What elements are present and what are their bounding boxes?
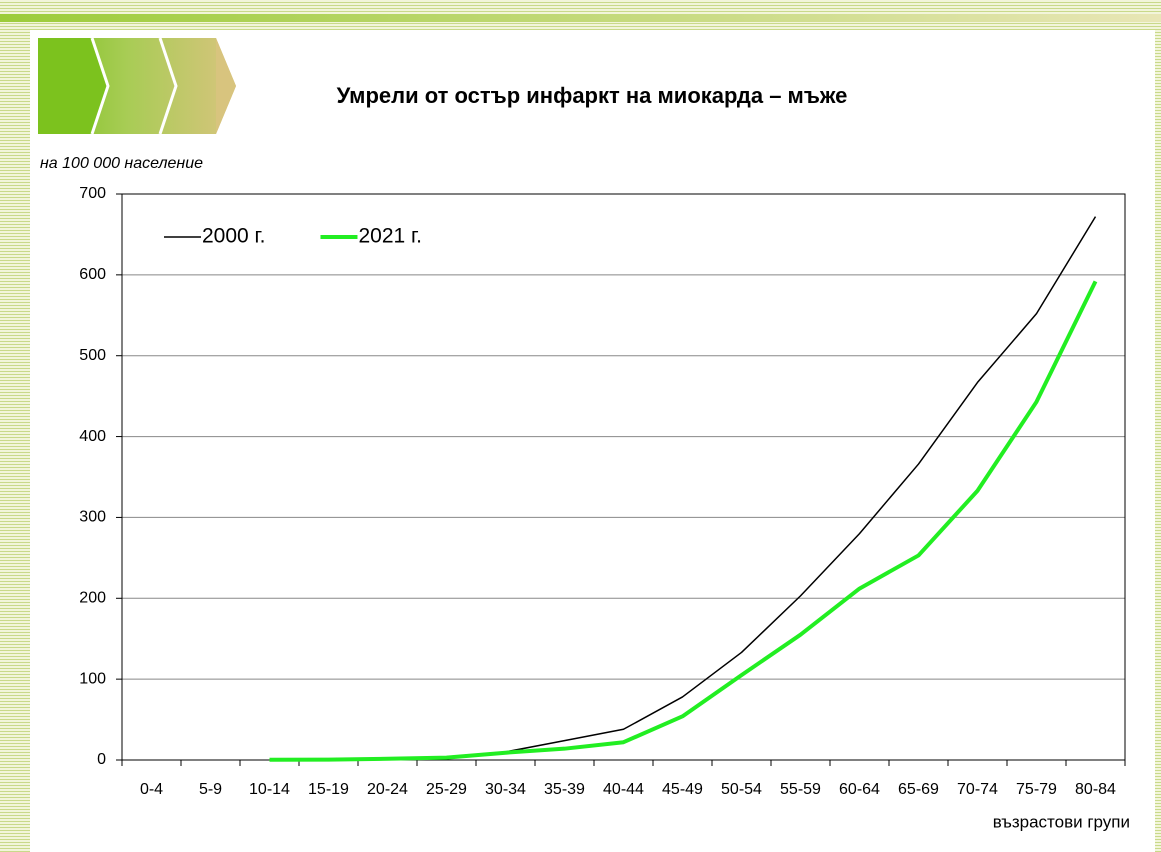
x-axis-label: възрастови групи — [993, 812, 1130, 831]
chart-title: Умрели от остър инфаркт на миокарда – мъ… — [337, 83, 848, 108]
chevron-edge — [158, 37, 178, 135]
x-tick-label: 70-74 — [957, 781, 998, 798]
y-tick-label: 400 — [79, 428, 106, 445]
y-tick-label: 200 — [79, 590, 106, 607]
legend-label: 2000 г. — [202, 225, 265, 248]
chevron-edge — [90, 37, 110, 135]
x-tick-label: 30-34 — [485, 781, 526, 798]
chevron — [38, 38, 108, 134]
x-tick-label: 75-79 — [1016, 781, 1057, 798]
panel — [30, 30, 1155, 852]
x-tick-label: 25-29 — [426, 781, 467, 798]
x-tick-label: 65-69 — [898, 781, 939, 798]
x-tick-label: 50-54 — [721, 781, 762, 798]
x-tick-label: 35-39 — [544, 781, 585, 798]
x-tick-label: 10-14 — [249, 781, 290, 798]
chevron-tip — [216, 38, 236, 134]
y-tick-label: 100 — [79, 670, 106, 687]
y-axis-label: на 100 000 население — [40, 155, 203, 172]
decoration — [38, 37, 236, 135]
x-tick-label: 15-19 — [308, 781, 349, 798]
plot-border — [121, 193, 1126, 761]
y-tick-label: 300 — [79, 509, 106, 526]
x-tick-label: 0-4 — [140, 781, 163, 798]
x-tick-label: 45-49 — [662, 781, 703, 798]
x-tick-label: 5-9 — [199, 781, 222, 798]
x-tick-label: 80-84 — [1075, 781, 1116, 798]
legend-label: 2021 г. — [358, 225, 421, 248]
x-tick-label: 40-44 — [603, 781, 644, 798]
y-tick-label: 500 — [79, 347, 106, 364]
y-tick-label: 700 — [79, 185, 106, 202]
x-tick-label: 60-64 — [839, 781, 880, 798]
top-band — [0, 14, 1161, 22]
x-tick-label: 20-24 — [367, 781, 408, 798]
x-tick-label: 55-59 — [780, 781, 821, 798]
series-line — [269, 280, 1098, 762]
y-tick-label: 600 — [79, 266, 106, 283]
chevron-cut — [216, 38, 236, 134]
y-tick-label: 0 — [97, 751, 106, 768]
